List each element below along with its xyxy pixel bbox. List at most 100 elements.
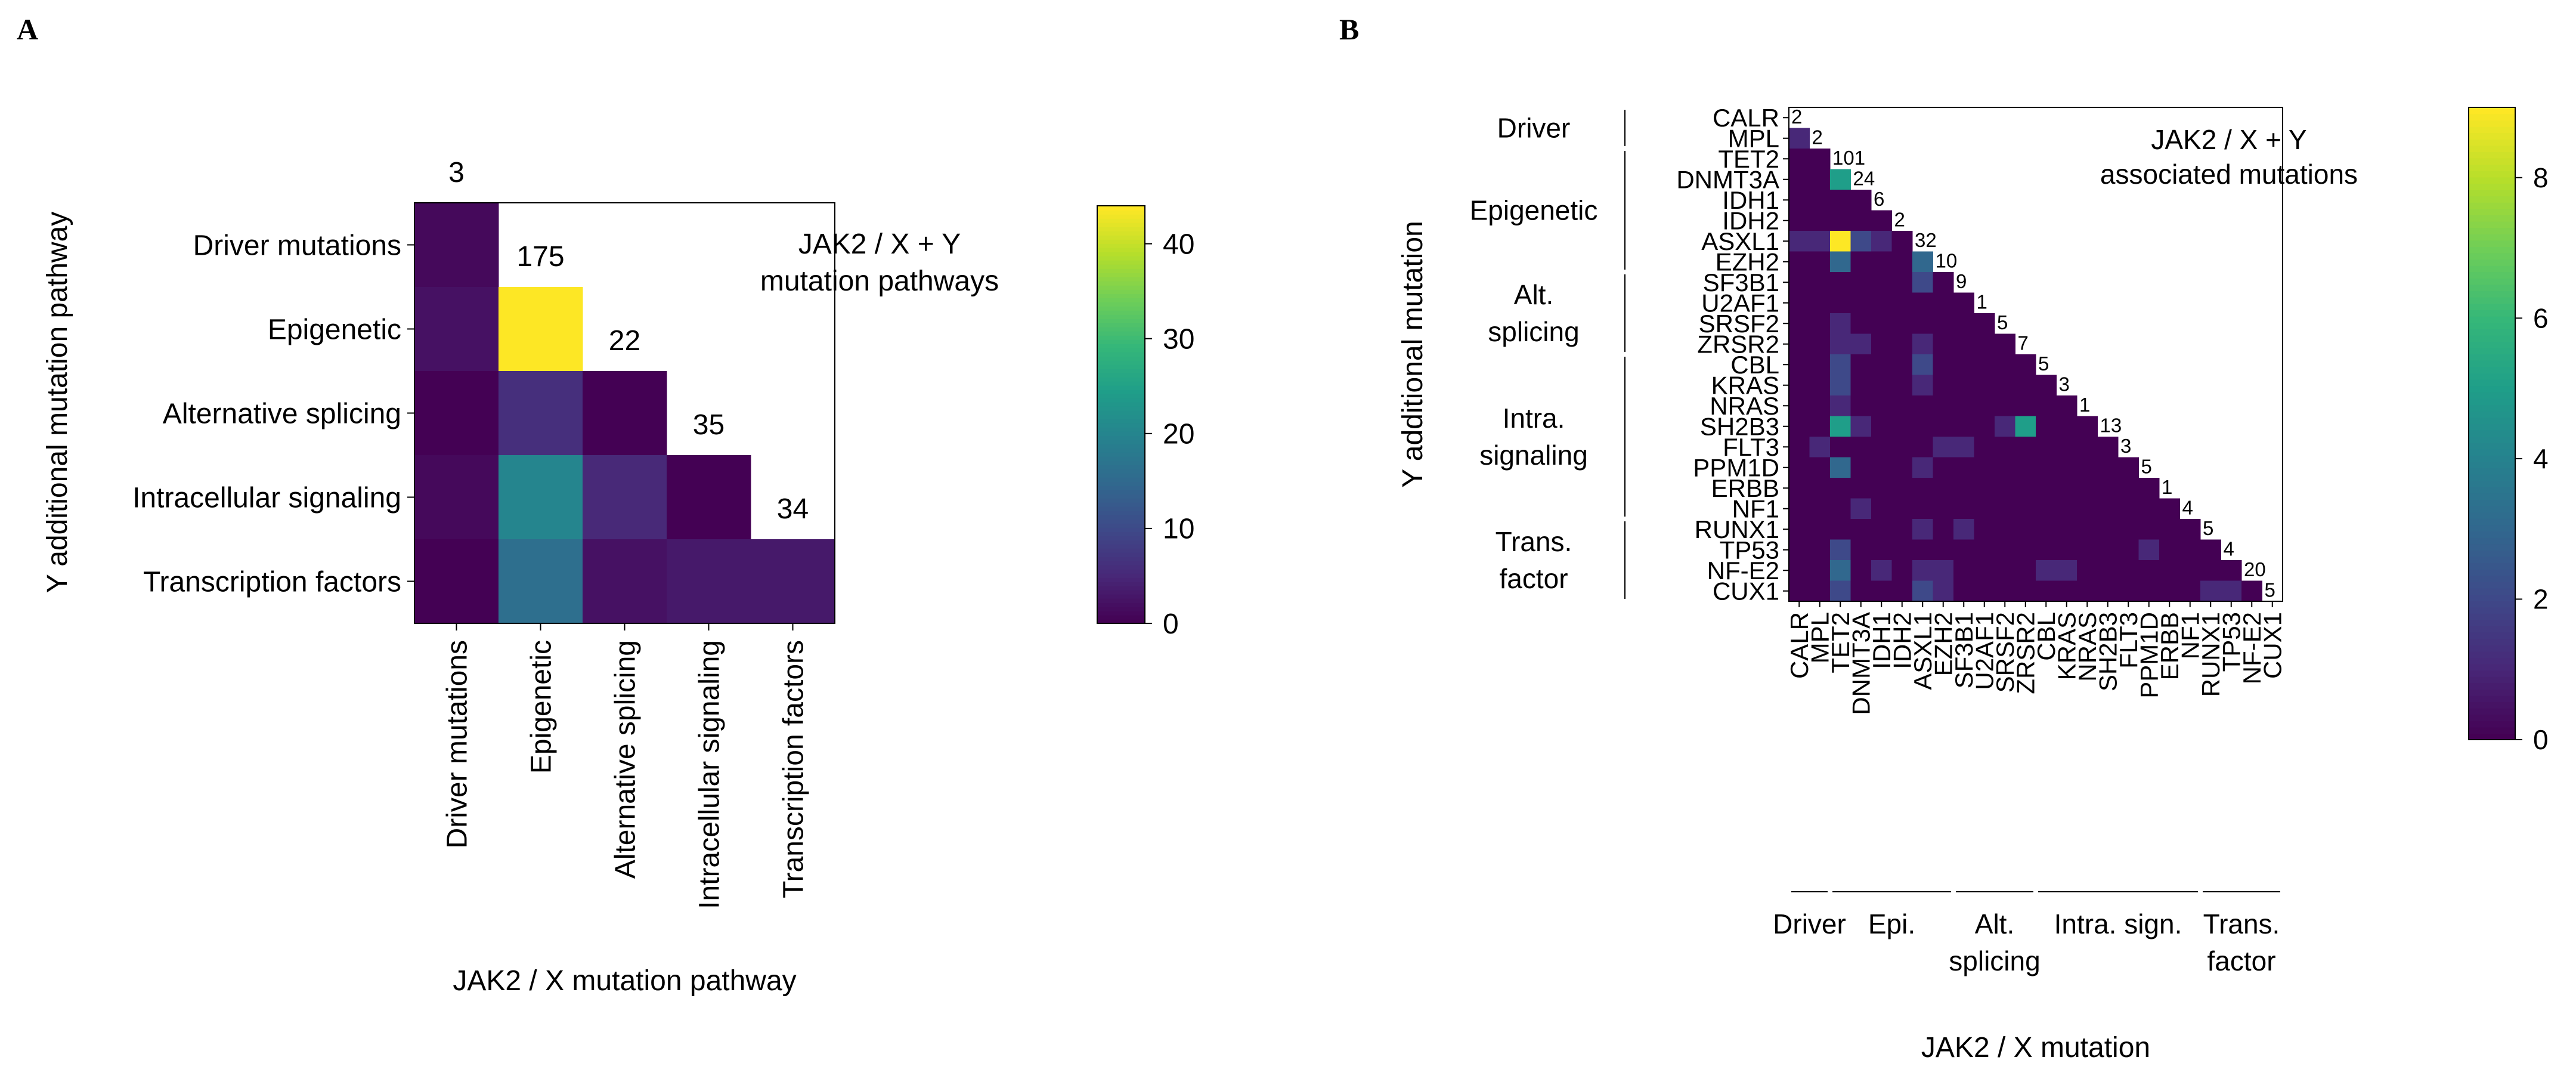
heatmap-cell-nf1-tet2 (1830, 498, 1851, 520)
heatmap-cell-ppm1d-sf3b1 (1953, 457, 1974, 478)
heatmap-cell-cux1-nf1 (2179, 580, 2201, 602)
heatmap-cell-ezh2-idh1 (1871, 251, 1892, 273)
heatmap-cell-ppm1d-sh2b3 (2097, 457, 2119, 478)
heatmap-cell-flt3-zrsr2 (2015, 437, 2036, 458)
colorbar-a-gradient-step (1097, 227, 1145, 231)
colorbar-a-gradient-step (1097, 264, 1145, 269)
colorbar-b-tick-label: 2 (2533, 584, 2549, 615)
heatmap-cell-nf1-dnmt3a (1850, 498, 1872, 520)
y-tick-label-cbl: CBL (1730, 351, 1779, 379)
colorbar-a-gradient-step (1097, 339, 1145, 344)
x-tick-label-erbb: ERBB (2156, 612, 2184, 680)
heatmap-cell-tp53-ppm1d (2138, 539, 2160, 561)
colorbar-b-gradient-step (2469, 518, 2515, 526)
colorbar-b-gradient-step (2469, 638, 2515, 645)
colorbar-a-gradient-step (1097, 306, 1145, 311)
colorbar-b-gradient-step (2469, 594, 2515, 601)
heatmap-cell-erbb-idh1 (1871, 478, 1892, 499)
heatmap-cell-tp53-erbb (2159, 539, 2180, 561)
heatmap-cell-sh2b3-zrsr2 (2015, 416, 2036, 437)
heatmap-cell-ezh2-asxl1 (1912, 251, 1933, 273)
colorbar-b-gradient-step (2469, 215, 2515, 222)
heatmap-cell-ppm1d-tet2 (1830, 457, 1851, 478)
x-tick-label-nras: NRAS (2073, 612, 2101, 682)
heatmap-cell-cux1-tp53 (2221, 580, 2242, 602)
y-tick-label-mpl: MPL (1728, 124, 1779, 152)
heatmap-cell-runx1-srsf2 (1995, 519, 2015, 540)
heatmap-cell-nf1-ppm1d (2138, 498, 2160, 520)
total-label-epigenetic: 175 (516, 241, 564, 273)
colorbar-b-gradient-step (2469, 265, 2515, 273)
heatmap-cell-cbl-tet2 (1830, 354, 1851, 375)
heatmap-cell-srsf2-sf3b1 (1953, 313, 1974, 334)
heatmap-cell-asxl1-idh1 (1871, 231, 1892, 252)
heatmap-cell-nf-e2-erbb (2159, 560, 2180, 581)
heatmap-cell-runx1-sh2b3 (2097, 519, 2119, 540)
y-tick-label-ezh2: EZH2 (1716, 248, 1779, 276)
x-tick-label-calr: CALR (1785, 612, 1813, 679)
heatmap-cell-sh2b3-nras (2077, 416, 2098, 437)
colorbar-a-gradient-step (1097, 319, 1145, 323)
heatmap-cell-nf1-calr (1789, 498, 1810, 520)
colorbar-a-gradient-step (1097, 565, 1145, 570)
heatmap-cell-erbb-sf3b1 (1953, 478, 1974, 499)
total-label-runx1: 5 (2203, 517, 2213, 539)
colorbar-b-gradient-step (2469, 347, 2515, 355)
total-label-u2af1: 1 (1977, 290, 1987, 313)
colorbar-a-tick-label: 10 (1163, 514, 1194, 545)
heatmap-cell-runx1-calr (1789, 519, 1810, 540)
heatmap-cell-runx1-tet2 (1830, 519, 1851, 540)
colorbar-a-gradient-step (1097, 423, 1145, 428)
x-tick-label-tp53: TP53 (2217, 612, 2245, 672)
row-group-label-driver: Driver (1497, 113, 1571, 144)
colorbar-b-gradient-step (2469, 316, 2515, 323)
colorbar-b-gradient-step (2469, 499, 2515, 506)
colorbar-b-gradient-step (2469, 284, 2515, 292)
colorbar-a-gradient-step (1097, 515, 1145, 520)
colorbar-b-gradient-step (2469, 107, 2515, 115)
colorbar-a-gradient-step (1097, 373, 1145, 378)
heatmap-cell-zrsr2-dnmt3a (1850, 333, 1872, 355)
chart-title-line: JAK2 / X + Y (798, 228, 961, 260)
heatmap-cell-flt3-tet2 (1830, 437, 1851, 458)
colorbar-a-gradient-step (1097, 364, 1145, 369)
x-axis-label: JAK2 / X mutation (1921, 1032, 2150, 1064)
heatmap-cell-nf-e2-asxl1 (1912, 560, 1933, 581)
colorbar-a-gradient-step (1097, 394, 1145, 398)
colorbar-a-gradient-step (1097, 531, 1145, 536)
colorbar-b-gradient-step (2469, 493, 2515, 500)
x-tick-label-cux1: CUX1 (2258, 612, 2286, 679)
heatmap-cell-erbb-sh2b3 (2097, 478, 2119, 499)
y-tick-label-runx1: RUNX1 (1695, 515, 1779, 543)
heatmap-cell-sh2b3-srsf2 (1995, 416, 2015, 437)
x-tick-label-sh2b3: SH2B3 (2094, 612, 2122, 691)
heatmap-cell-tp53-runx1 (2200, 539, 2221, 561)
colorbar-a-gradient-step (1097, 519, 1145, 524)
y-tick-label-erbb: ERBB (1711, 474, 1779, 502)
heatmap-cell-flt3-dnmt3a (1850, 437, 1872, 458)
heatmap-cell-flt3-cbl (2036, 437, 2057, 458)
total-label-zrsr2: 7 (2018, 332, 2029, 354)
heatmap-cell-nras-kras (2056, 395, 2077, 416)
x-tick-label-tet2: TET2 (1826, 612, 1854, 673)
heatmap-cell-cux1-mpl (1809, 580, 1831, 602)
x-tick-label-alternative-splicing: Alternative splicing (609, 640, 641, 879)
heatmap-cell-ppm1d-srsf2 (1995, 457, 2015, 478)
heatmap-cell-kras-dnmt3a (1850, 375, 1872, 396)
heatmap-cell-flt3-sh2b3 (2097, 437, 2119, 458)
colorbar-a-gradient-step (1097, 369, 1145, 373)
colorbar-b-tick-label: 4 (2533, 443, 2549, 474)
heatmap-cell-sf3b1-calr (1789, 272, 1810, 293)
colorbar-b-gradient-step (2469, 322, 2515, 329)
x-tick-label-mpl: MPL (1806, 612, 1834, 663)
heatmap-cell-srsf2-asxl1 (1912, 313, 1933, 334)
heatmap-cell-kras-cbl (2036, 375, 2057, 396)
colorbar-a-gradient-step (1097, 557, 1145, 561)
colorbar-a-gradient-step (1097, 360, 1145, 365)
x-tick-label-runx1: RUNX1 (2197, 612, 2225, 697)
colorbar-b-gradient-step (2469, 512, 2515, 519)
heatmap-cell-cbl-idh1 (1871, 354, 1892, 375)
colorbar-a-gradient-step (1097, 460, 1145, 465)
colorbar-a-tick-label: 30 (1163, 324, 1194, 356)
colorbar-a-gradient-step (1097, 573, 1145, 578)
